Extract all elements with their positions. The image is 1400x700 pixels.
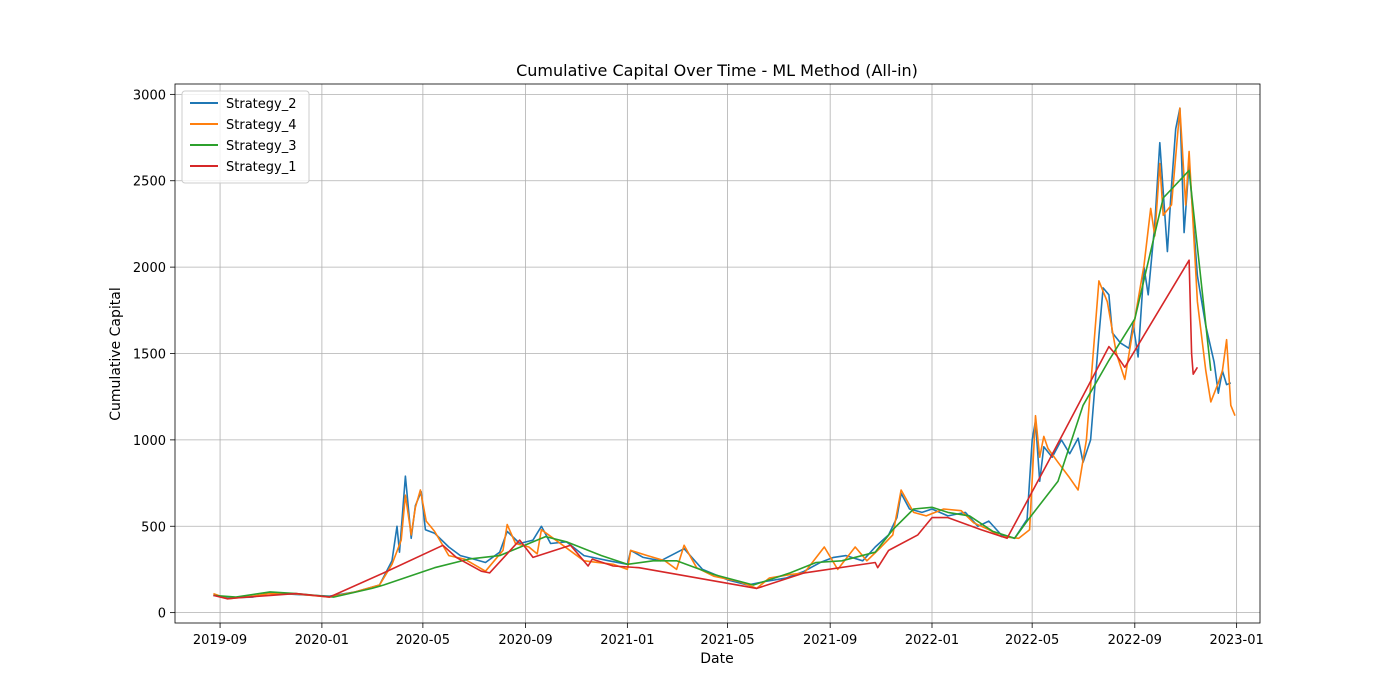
- x-tick-label: 2020-05: [396, 633, 450, 648]
- x-tick-label: 2022-05: [1005, 633, 1059, 648]
- x-tick-label: 2020-01: [295, 633, 349, 648]
- y-tick-label: 500: [141, 520, 166, 535]
- y-tick-label: 1500: [133, 348, 166, 363]
- y-tick-label: 2000: [133, 261, 166, 276]
- series-line-strategy-2: [213, 107, 1232, 599]
- legend-label: Strategy_4: [226, 118, 296, 133]
- legend-label: Strategy_1: [226, 160, 296, 175]
- legend-label: Strategy_3: [226, 139, 296, 154]
- legend: Strategy_2 Strategy_4 Strategy_3 Strategy_1: [181, 90, 310, 184]
- series-line-strategy-3: [213, 169, 1212, 598]
- series-line-strategy-1: [213, 259, 1199, 600]
- x-tick-label: 2021-05: [700, 633, 754, 648]
- y-axis-title: Cumulative Capital: [108, 287, 124, 420]
- y-tick-label: 2500: [133, 175, 166, 190]
- legend-box: [181, 90, 310, 184]
- x-axis-ticks: 2019-09 2020-01 2020-05 2020-09 2021-01 2021-…: [193, 623, 1264, 648]
- chart-title: Cumulative Capital Over Time - ML Method…: [516, 61, 918, 80]
- x-axis-title: Date: [700, 651, 733, 667]
- y-tick-label: 3000: [133, 88, 166, 103]
- x-tick-label: 2023-01: [1209, 633, 1263, 648]
- y-tick-label: 1000: [133, 434, 166, 449]
- legend-label: Strategy_2: [226, 97, 296, 112]
- y-tick-label: 0: [158, 607, 166, 622]
- x-tick-label: 2022-01: [905, 633, 959, 648]
- x-tick-label: 2020-09: [498, 633, 552, 648]
- y-axis-ticks: 0 500 1000 1500 2000 2500 3000: [133, 88, 175, 622]
- series-lines: [213, 107, 1236, 600]
- series-line-strategy-4: [213, 107, 1236, 600]
- x-tick-label: 2019-09: [193, 633, 247, 648]
- x-tick-label: 2022-09: [1108, 633, 1162, 648]
- x-tick-label: 2021-09: [803, 633, 857, 648]
- x-tick-label: 2021-01: [600, 633, 654, 648]
